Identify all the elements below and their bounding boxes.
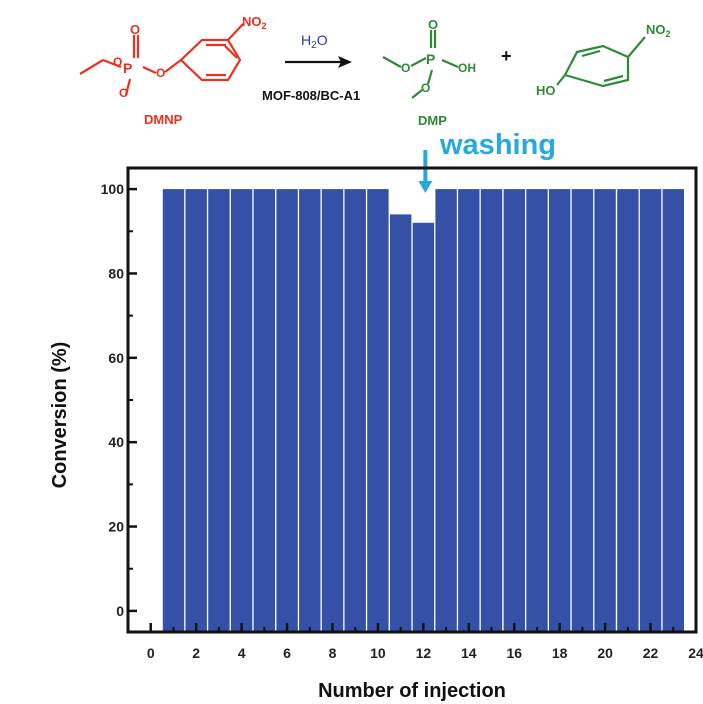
- y-tick-label-60: 60: [108, 350, 124, 366]
- bar-23: [662, 189, 684, 632]
- bar-17: [526, 189, 548, 632]
- x-tick-label-2: 2: [192, 645, 200, 661]
- y-axis-ticks: 0 20 40 60 80 100: [101, 181, 137, 619]
- bar-13: [435, 189, 457, 632]
- dmnp-structure: [79, 23, 244, 96]
- bar-12: [412, 222, 435, 633]
- dmp-o-left: O: [401, 61, 410, 75]
- x-tick-label-16: 16: [506, 645, 522, 661]
- dmnp-no2: NO2: [242, 14, 267, 31]
- bar-10: [367, 189, 389, 632]
- bar-6: [276, 189, 298, 632]
- x-tick-label-0: 0: [147, 645, 155, 661]
- y-tick-label-0: 0: [116, 603, 124, 619]
- dmnp-o-top: O: [130, 22, 140, 37]
- dmp-o-bottom: O: [421, 81, 430, 95]
- bar-1: [162, 189, 185, 632]
- bar-2: [185, 189, 207, 632]
- x-tick-label-4: 4: [238, 645, 246, 661]
- x-tick-label-14: 14: [461, 645, 477, 661]
- bar-21: [617, 189, 639, 632]
- y-tick-label-80: 80: [108, 265, 124, 281]
- dmnp-p-label: P: [123, 60, 132, 76]
- x-tick-label-10: 10: [370, 645, 386, 661]
- reagent-water: H2O: [301, 32, 328, 51]
- bar-22: [639, 189, 662, 632]
- dmp-p-label: P: [426, 51, 435, 67]
- y-tick-label-20: 20: [108, 519, 124, 535]
- y-tick-label-40: 40: [108, 434, 124, 450]
- washing-label: washing: [439, 129, 556, 161]
- bars-group: [162, 189, 684, 633]
- bar-4: [230, 189, 253, 632]
- bar-18: [549, 189, 571, 632]
- bar-19: [571, 189, 594, 632]
- dmp-structure: [382, 30, 459, 99]
- x-tick-label-12: 12: [416, 645, 432, 661]
- bar-20: [594, 189, 616, 632]
- dmnp-label: DMNP: [144, 112, 183, 127]
- x-tick-label-18: 18: [552, 645, 568, 661]
- bar-14: [458, 189, 480, 632]
- y-axis-title: Conversion (%): [49, 342, 71, 489]
- bar-8: [321, 189, 344, 632]
- x-tick-label-24: 24: [688, 645, 703, 661]
- dmp-o-top: O: [428, 17, 438, 32]
- x-axis-ticks: 0 2 4 6 8 10 12 14 16 18 20 22 24: [147, 623, 703, 661]
- nitrophenol-ho: HO: [536, 83, 556, 98]
- dmp-oh: OH: [458, 61, 476, 75]
- catalyst-label: MOF-808/BC-A1: [262, 88, 360, 103]
- reaction-scheme: P O O O O NO2 DMNP H2O MOF-808/BC-A1 O: [79, 14, 671, 128]
- x-tick-label-6: 6: [283, 645, 291, 661]
- bar-15: [480, 189, 503, 632]
- bar-3: [208, 189, 230, 632]
- x-tick-label-22: 22: [643, 645, 659, 661]
- bar-9: [344, 189, 366, 632]
- bar-11: [390, 214, 412, 632]
- dmnp-o-bottom: O: [119, 86, 128, 100]
- bar-5: [253, 189, 275, 632]
- x-tick-label-8: 8: [329, 645, 337, 661]
- x-axis-title: Number of injection: [318, 680, 506, 702]
- bar-7: [299, 189, 321, 632]
- washing-annotation: washing: [418, 129, 556, 193]
- y-tick-label-100: 100: [101, 181, 125, 197]
- reaction-arrow: [285, 56, 352, 68]
- x-tick-label-20: 20: [597, 645, 613, 661]
- washing-arrow-head: [418, 181, 433, 193]
- dmp-label: DMP: [418, 113, 447, 128]
- dmnp-o-right: O: [156, 66, 165, 80]
- plus-sign: +: [501, 46, 512, 66]
- nitrophenol-no2: NO2: [646, 22, 671, 39]
- bar-16: [503, 189, 525, 632]
- nitrophenol-structure: [556, 36, 646, 88]
- dmnp-o-left: O: [113, 55, 122, 69]
